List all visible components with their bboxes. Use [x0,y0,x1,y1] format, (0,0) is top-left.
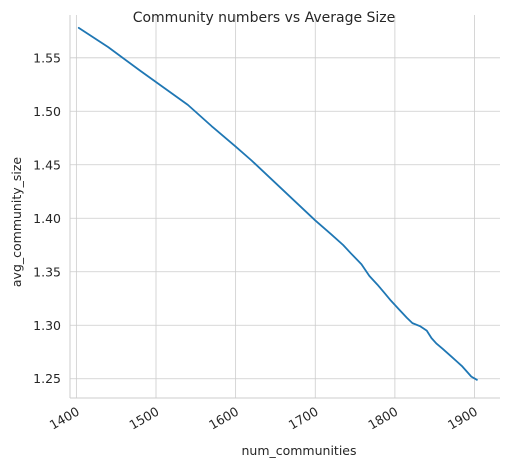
y-tick-labels: 1.25 1.30 1.35 1.40 1.45 1.50 1.55 [33,50,61,386]
y-axis-label: avg_community_size [9,157,24,288]
series-layer [77,26,478,381]
x-tick-label: 1500 [126,404,161,433]
y-tick-label: 1.30 [33,318,61,333]
y-tick-label: 1.45 [33,157,61,172]
y-tick-label: 1.25 [33,371,61,386]
x-axis-label: num_communities [241,443,356,458]
y-tick-label: 1.35 [33,264,61,279]
series-line [77,26,478,381]
x-tick-labels: 1400 1500 1600 1700 1800 1900 [47,404,480,433]
x-tick-label: 1600 [206,404,241,433]
y-tick-label: 1.50 [33,104,61,119]
x-gridlines [75,15,475,398]
x-tick-label: 1400 [47,404,82,433]
y-tick-label: 1.55 [33,50,61,65]
chart-title: Community numbers vs Average Size [133,10,396,26]
y-tick-label: 1.40 [33,211,61,226]
x-tick-label: 1700 [286,404,321,433]
x-tick-label: 1800 [365,404,400,433]
x-tick-label: 1900 [445,404,480,433]
y-gridlines [70,57,500,380]
